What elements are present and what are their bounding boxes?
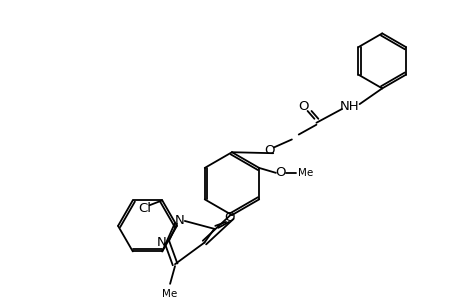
Text: N: N bbox=[175, 214, 185, 227]
Text: O: O bbox=[275, 166, 285, 179]
Text: O: O bbox=[298, 100, 308, 112]
Text: O: O bbox=[223, 211, 234, 224]
Text: NH: NH bbox=[339, 100, 359, 112]
Text: Me: Me bbox=[162, 289, 177, 299]
Text: N: N bbox=[156, 236, 166, 249]
Text: Me: Me bbox=[298, 168, 313, 178]
Text: Cl: Cl bbox=[138, 202, 151, 215]
Text: O: O bbox=[263, 144, 274, 157]
